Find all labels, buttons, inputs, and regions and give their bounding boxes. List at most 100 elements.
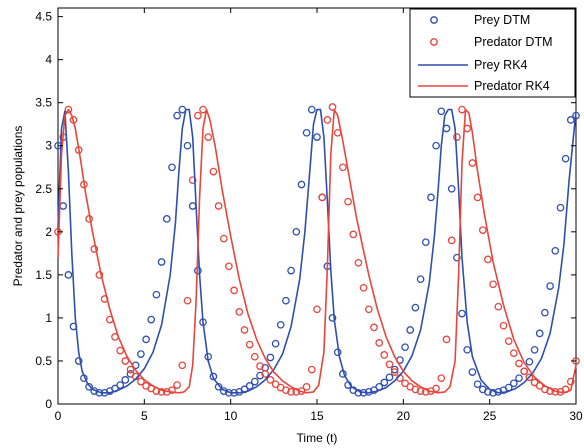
point-predator-dtm-82 [478, 226, 487, 234]
point-predator-dtm-75 [442, 335, 451, 344]
point-prey-dtm-88 [509, 379, 518, 388]
point-prey-dtm-69 [411, 303, 420, 312]
x-tick-label-2: 10 [224, 409, 238, 423]
x-tick-label-4: 20 [397, 409, 411, 423]
point-prey-dtm-76 [447, 184, 456, 193]
point-prey-dtm-95 [546, 282, 554, 290]
point-predator-dtm-12 [116, 346, 125, 355]
point-predator-dtm-63 [380, 351, 389, 359]
point-predator-dtm-93 [535, 382, 544, 390]
point-prey-dtm-94 [541, 308, 549, 317]
point-prey-dtm-45 [287, 266, 295, 275]
point-prey-dtm-64 [385, 373, 394, 382]
point-prey-dtm-77 [453, 253, 461, 262]
point-prey-dtm-31 [214, 382, 223, 391]
point-prey-dtm-89 [515, 374, 523, 383]
point-prey-dtm-48 [302, 128, 311, 137]
point-predator-dtm-53 [328, 103, 337, 111]
point-prey-dtm-61 [370, 386, 378, 395]
point-prey-dtm-49 [307, 105, 316, 114]
point-predator-dtm-33 [225, 262, 233, 271]
x-tick-label-3: 15 [310, 409, 324, 423]
point-prey-dtm-19 [152, 290, 161, 299]
point-prey-dtm-93 [535, 329, 544, 338]
point-prey-dtm-12 [116, 381, 125, 389]
line-prey-rk4 [57, 108, 577, 394]
point-predator-dtm-23 [173, 381, 181, 389]
point-prey-dtm-25 [183, 141, 192, 150]
point-predator-dtm-99 [566, 377, 575, 386]
point-predator-dtm-51 [318, 193, 327, 202]
point-predator-dtm-61 [370, 323, 378, 332]
point-predator-dtm-80 [468, 159, 477, 167]
point-prey-dtm-74 [437, 107, 446, 116]
point-predator-dtm-34 [230, 286, 238, 295]
point-predator-dtm-70 [416, 387, 425, 395]
point-predator-dtm-52 [323, 116, 332, 124]
point-prey-dtm-21 [162, 215, 171, 223]
legend-label-predator-dtm: Predator DTM [474, 35, 553, 49]
point-prey-dtm-80 [468, 368, 477, 376]
point-prey-dtm-70 [416, 275, 425, 284]
point-predator-dtm-83 [484, 255, 492, 264]
point-predator-dtm-84 [489, 280, 497, 289]
point-predator-dtm-35 [235, 308, 244, 316]
point-prey-dtm-37 [245, 382, 254, 390]
point-prey-dtm-44 [282, 296, 290, 305]
point-prey-dtm-67 [401, 343, 409, 352]
point-predator-dtm-24 [178, 361, 187, 370]
point-predator-dtm-36 [240, 326, 249, 334]
point-predator-dtm-29 [204, 133, 213, 141]
legend: Prey DTM Predator DTM Prey RK4 Predator … [409, 8, 576, 98]
point-predator-dtm-85 [494, 302, 503, 311]
point-predator-dtm-90 [520, 367, 529, 376]
point-predator-dtm-86 [499, 321, 508, 330]
point-predator-dtm-91 [525, 373, 534, 382]
x-tick-label-5: 25 [483, 409, 497, 423]
point-predator-dtm-20 [157, 388, 166, 396]
point-prey-dtm-13 [121, 376, 130, 384]
point-predator-dtm-40 [261, 370, 270, 378]
legend-marker-prey-dtm [430, 16, 438, 24]
point-prey-dtm-6 [85, 382, 93, 391]
point-prey-dtm-73 [432, 141, 440, 150]
point-predator-dtm-32 [219, 234, 228, 243]
point-predator-dtm-87 [504, 337, 513, 346]
point-predator-dtm-27 [194, 111, 202, 120]
y-tick-label-2: 1 [45, 311, 52, 325]
point-predator-dtm-16 [137, 377, 145, 386]
point-prey-dtm-92 [530, 345, 539, 354]
point-predator-dtm-30 [209, 167, 218, 176]
point-prey-dtm-79 [463, 345, 472, 354]
legend-box [409, 8, 576, 98]
series-prey-rk4 [57, 108, 577, 394]
point-predator-dtm-55 [339, 163, 347, 172]
point-predator-dtm-45 [287, 388, 295, 396]
y-tick-label-1: 0.5 [35, 354, 52, 368]
point-prey-dtm-20 [157, 258, 166, 266]
point-predator-dtm-60 [364, 305, 373, 314]
point-prey-dtm-16 [137, 350, 145, 358]
point-prey-dtm-18 [147, 315, 156, 324]
point-prey-dtm-17 [142, 335, 150, 344]
point-predator-dtm-31 [214, 202, 223, 210]
point-predator-dtm-67 [401, 379, 409, 388]
point-predator-dtm-57 [349, 230, 358, 239]
x-tick-label-0: 0 [55, 409, 62, 423]
point-predator-dtm-77 [453, 133, 461, 141]
point-prey-dtm-4 [74, 357, 83, 365]
point-predator-dtm-26 [188, 176, 197, 185]
point-predator-dtm-58 [354, 258, 363, 267]
point-predator-dtm-41 [266, 376, 275, 384]
point-predator-dtm-14 [126, 365, 135, 374]
y-tick-label-3: 1.5 [35, 268, 52, 282]
point-predator-dtm-92 [530, 378, 539, 387]
point-prey-dtm-68 [406, 326, 415, 334]
point-predator-dtm-76 [447, 236, 456, 245]
point-predator-dtm-74 [437, 374, 446, 383]
point-predator-dtm-39 [256, 362, 264, 370]
y-axis-label: Predator and prey populations [11, 126, 25, 287]
point-prey-dtm-30 [209, 372, 218, 381]
point-predator-dtm-49 [307, 365, 316, 374]
